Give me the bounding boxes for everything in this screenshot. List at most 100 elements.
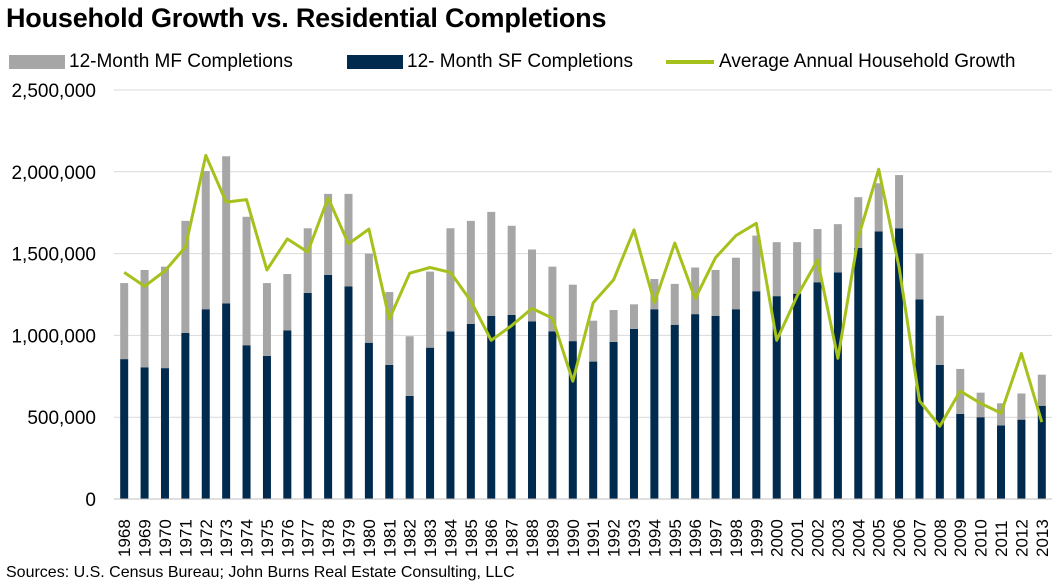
x-tick-label: 2004 <box>849 519 868 557</box>
bar-sf <box>1037 405 1046 499</box>
bar-mf <box>120 283 129 360</box>
x-tick-label: 2000 <box>768 519 787 557</box>
bar-mf <box>650 278 659 310</box>
x-tick-label: 1993 <box>625 519 644 557</box>
bar-sf <box>711 315 720 499</box>
x-tick-label: 2005 <box>870 519 889 557</box>
bar-mf <box>874 183 883 232</box>
x-tick-label: 1968 <box>115 519 134 557</box>
bar-sf <box>487 315 496 499</box>
x-tick-label: 2006 <box>890 519 909 557</box>
x-tick-label: 1978 <box>319 519 338 557</box>
bar-mf <box>548 266 557 332</box>
bar-sf <box>364 342 373 499</box>
bar-mf <box>568 284 577 342</box>
x-tick-label: 2008 <box>931 519 950 557</box>
y-tick-label: 500,000 <box>27 408 96 429</box>
bar-mf <box>324 193 333 275</box>
legend-swatch-household-growth <box>666 60 714 64</box>
legend-label-mf: 12-Month MF Completions <box>69 51 293 72</box>
x-tick-label: 1997 <box>707 519 726 557</box>
bar-mf <box>385 292 394 365</box>
bar-mf <box>426 271 435 348</box>
bar-sf <box>160 368 169 499</box>
bar-sf <box>997 425 1006 499</box>
bar-mf <box>283 274 292 331</box>
x-tick-label: 1972 <box>197 519 216 557</box>
bar-mf <box>446 228 455 332</box>
x-tick-label: 2010 <box>972 519 991 557</box>
bar-sf <box>466 323 475 499</box>
x-tick-label: 1999 <box>747 519 766 557</box>
bar-sf <box>976 417 985 499</box>
bar-sf <box>589 361 598 499</box>
x-tick-label: 1991 <box>584 519 603 557</box>
legend-swatch-mf <box>9 55 65 69</box>
bar-sf <box>222 303 231 499</box>
x-tick-label: 1990 <box>564 519 583 557</box>
x-tick-label: 1969 <box>136 519 155 557</box>
x-tick-label: 2012 <box>1012 519 1031 557</box>
bar-mf <box>813 229 822 283</box>
x-tick-label: 1992 <box>605 519 624 557</box>
bar-sf <box>833 272 842 499</box>
bar-mf <box>772 242 781 297</box>
bar-sf <box>181 332 190 499</box>
bar-sf <box>813 282 822 499</box>
bar-sf <box>772 296 781 499</box>
bar-sf <box>793 293 802 499</box>
bar-sf <box>629 328 638 499</box>
bar-mf <box>589 320 598 362</box>
x-tick-label: 1980 <box>360 519 379 557</box>
x-tick-label: 1977 <box>299 519 318 557</box>
bar-mf <box>629 304 638 329</box>
bar-sf <box>691 314 700 499</box>
bar-sf <box>874 231 883 499</box>
bar-mf <box>731 257 740 310</box>
x-tick-label: 1989 <box>543 519 562 557</box>
bar-mf <box>854 197 863 248</box>
bar-sf <box>854 247 863 499</box>
bar-sf <box>303 292 312 499</box>
y-tick-label: 1,500,000 <box>11 245 96 266</box>
bar-sf <box>650 309 659 499</box>
bar-sf <box>1017 419 1026 499</box>
bar-mf <box>181 220 190 333</box>
bar-sf <box>385 364 394 499</box>
bar-mf <box>140 269 149 368</box>
bar-mf <box>466 220 475 324</box>
bar-mf <box>222 156 231 304</box>
x-tick-label: 1987 <box>503 519 522 557</box>
x-tick-label: 1994 <box>645 519 664 557</box>
x-tick-label: 2007 <box>910 519 929 557</box>
bar-mf <box>915 253 924 300</box>
bar-mf <box>1037 374 1046 406</box>
x-tick-label: 2001 <box>788 519 807 557</box>
x-tick-label: 1988 <box>523 519 542 557</box>
bar-sf <box>752 291 761 499</box>
x-tick-label: 2013 <box>1033 519 1052 557</box>
x-tick-label: 1985 <box>462 519 481 557</box>
legend-swatch-sf <box>347 55 403 69</box>
bar-mf <box>609 310 618 342</box>
legend-label-sf: 12- Month SF Completions <box>407 51 633 72</box>
bar-mf <box>262 283 271 356</box>
y-tick-label: 2,000,000 <box>11 163 96 184</box>
bar-mf <box>242 216 251 346</box>
chart-title: Household Growth vs. Residential Complet… <box>6 3 607 33</box>
bar-sf <box>731 309 740 499</box>
legend-label-household-growth: Average Annual Household Growth <box>719 51 1016 72</box>
x-tick-label: 1996 <box>686 519 705 557</box>
bar-mf <box>752 235 761 292</box>
bar-sf <box>140 367 149 499</box>
x-tick-label: 1986 <box>482 519 501 557</box>
bar-sf <box>670 324 679 499</box>
bar-sf <box>344 286 353 499</box>
bar-sf <box>201 309 210 499</box>
bar-sf <box>609 341 618 499</box>
x-tick-label: 1995 <box>666 519 685 557</box>
x-tick-label: 1976 <box>278 519 297 557</box>
x-tick-label: 1975 <box>258 519 277 557</box>
x-tick-label: 2011 <box>992 520 1011 557</box>
x-tick-label: 1973 <box>217 519 236 557</box>
